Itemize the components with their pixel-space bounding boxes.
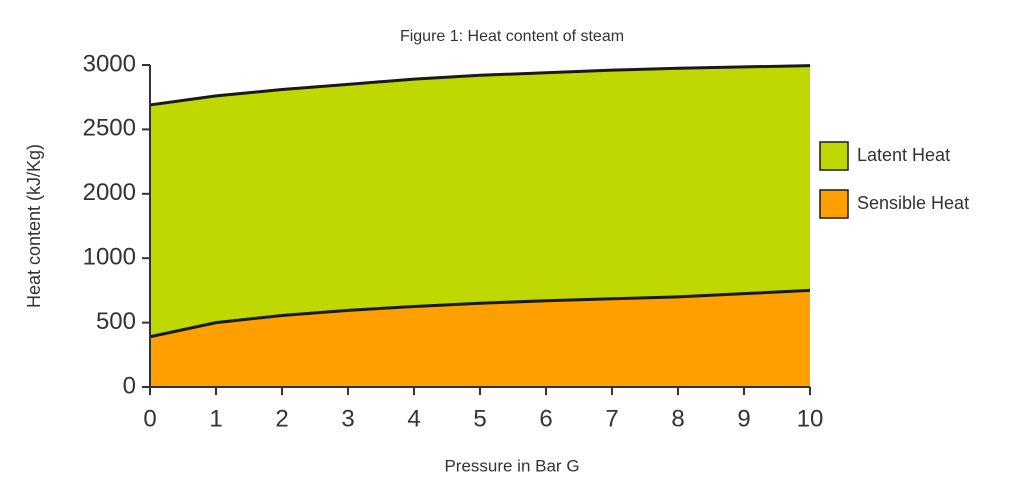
x-tick-label: 7 xyxy=(605,405,618,432)
x-tick-label: 0 xyxy=(143,405,156,432)
y-tick-label: 0 xyxy=(123,372,136,399)
y-tick-label: 500 xyxy=(96,308,136,335)
x-tick-label: 2 xyxy=(275,405,288,432)
legend-label: Latent Heat xyxy=(857,145,950,165)
x-tick-label: 8 xyxy=(671,405,684,432)
x-tick-label: 10 xyxy=(797,405,824,432)
area-edge xyxy=(149,64,811,107)
y-tick-label: 2500 xyxy=(83,115,136,142)
y-tick-label: 2000 xyxy=(83,179,136,206)
area xyxy=(150,290,810,387)
area xyxy=(150,65,810,337)
x-tick-label: 6 xyxy=(539,405,552,432)
x-tick-label: 5 xyxy=(473,405,486,432)
x-tick-label: 9 xyxy=(737,405,750,432)
x-tick-label: 4 xyxy=(407,405,420,432)
x-tick-label: 3 xyxy=(341,405,354,432)
x-axis-label: Pressure in Bar G xyxy=(444,456,579,475)
legend-label: Sensible Heat xyxy=(857,193,969,213)
y-tick-label: 1000 xyxy=(83,244,136,271)
legend-swatch xyxy=(819,189,849,219)
chart-title: Figure 1: Heat content of steam xyxy=(400,28,624,45)
x-tick-label: 1 xyxy=(209,405,222,432)
legend-swatch xyxy=(819,141,849,171)
y-axis-label: Heat content (kJ/Kg) xyxy=(24,144,44,308)
area-edge xyxy=(149,288,811,339)
y-tick-label: 3000 xyxy=(83,50,136,77)
